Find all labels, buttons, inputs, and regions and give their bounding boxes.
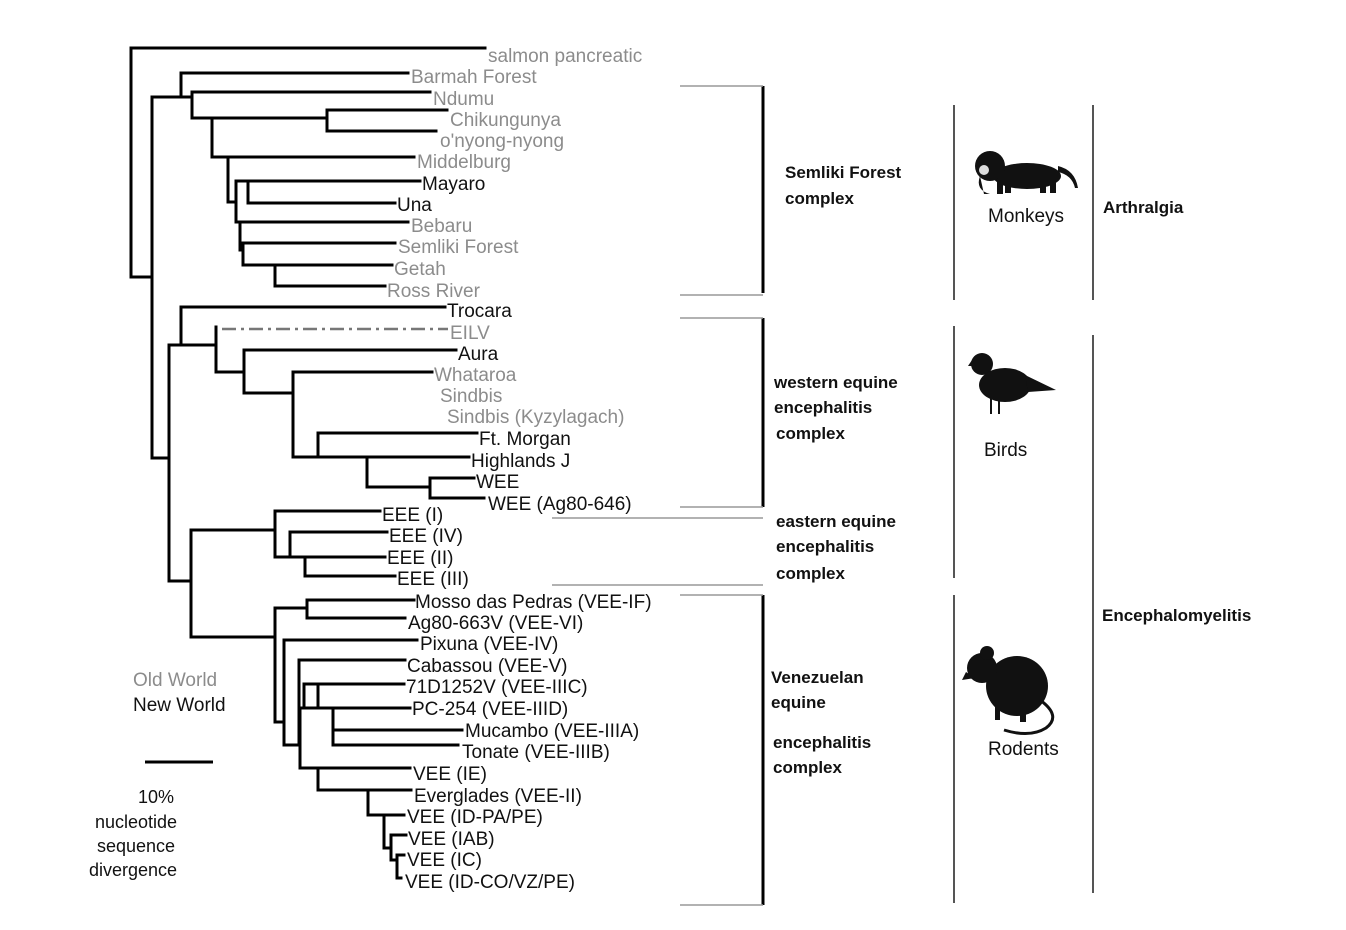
- taxon-label: Sindbis (Kyzylagach): [447, 407, 624, 428]
- taxon-label: VEE (ID-CO/VZ/PE): [405, 872, 575, 893]
- taxon-label: Mosso das Pedras (VEE-IF): [415, 592, 652, 613]
- legend-old-world: Old World: [133, 670, 217, 691]
- taxon-label: o'nyong-nyong: [440, 131, 564, 152]
- taxon-label: Bebaru: [411, 216, 472, 237]
- taxon-label: EILV: [450, 323, 490, 344]
- complex-label-vee: encephalitis: [773, 733, 871, 752]
- monkey-icon: [975, 151, 1078, 194]
- complex-label-eee: complex: [776, 564, 846, 583]
- taxon-label: Pixuna (VEE-IV): [420, 634, 558, 655]
- host-label-rodents: Rodents: [988, 739, 1059, 760]
- taxon-label: Mayaro: [422, 174, 485, 195]
- complex-label-eee: encephalitis: [776, 537, 874, 556]
- taxon-label: EEE (III): [397, 569, 469, 590]
- taxon-label: Ndumu: [433, 89, 494, 110]
- disease-label-arthralgia: Arthralgia: [1103, 198, 1184, 217]
- complex-label-vee: Venezuelan: [771, 668, 864, 687]
- complex-label-vee: equine: [771, 693, 826, 712]
- taxon-label: VEE (IC): [407, 850, 482, 871]
- taxon-label: WEE: [476, 472, 519, 493]
- taxon-label: WEE (Ag80-646): [488, 494, 632, 515]
- taxon-label: Sindbis: [440, 386, 502, 407]
- taxon-label: Barmah Forest: [411, 67, 537, 88]
- taxon-label: EEE (II): [387, 548, 454, 569]
- taxon-label: VEE (IAB): [408, 829, 495, 850]
- taxon-label: Ross River: [387, 281, 481, 302]
- scale-bar-label: nucleotide: [95, 812, 177, 832]
- complex-label-vee: complex: [773, 758, 843, 777]
- taxon-label: Chikungunya: [450, 110, 561, 131]
- complex-brackets: [552, 85, 765, 906]
- taxon-label: Everglades (VEE-II): [414, 786, 582, 807]
- disease-label-encephalomyelitis: Encephalomyelitis: [1102, 606, 1251, 625]
- taxon-label: VEE (IE): [413, 764, 487, 785]
- taxon-label: EEE (IV): [389, 526, 463, 547]
- complex-label-semliki: Semliki Forest: [785, 163, 902, 182]
- complex-label-wee: western equine: [773, 373, 898, 392]
- complex-label-wee: complex: [776, 424, 846, 443]
- taxon-label: Mucambo (VEE-IIIA): [465, 721, 639, 742]
- taxon-label: Middelburg: [417, 152, 511, 173]
- scale-bar-label: divergence: [89, 860, 177, 880]
- taxon-label: Ag80-663V (VEE-VI): [408, 613, 583, 634]
- host-dividers: [953, 105, 1094, 903]
- scale-bar-label: 10%: [138, 787, 174, 807]
- taxon-label: Semliki Forest: [398, 237, 519, 258]
- taxon-label: 71D1252V (VEE-IIIC): [406, 677, 588, 698]
- complex-label-semliki: complex: [785, 189, 855, 208]
- taxon-label: PC-254 (VEE-IIID): [412, 699, 568, 720]
- scale-bar-label: sequence: [97, 836, 175, 856]
- taxon-label: EEE (I): [382, 505, 443, 526]
- taxon-label: salmon pancreatic: [488, 46, 642, 67]
- taxon-label: Aura: [458, 344, 499, 365]
- legend: Old World New World 10% nucleotide seque…: [89, 670, 226, 880]
- bird-icon: [968, 353, 1056, 414]
- taxon-label: Highlands J: [471, 451, 570, 472]
- rodent-icon: [962, 646, 1055, 735]
- tree-branches: [129, 46, 487, 880]
- host-label-birds: Birds: [984, 440, 1027, 461]
- taxon-label: Getah: [394, 259, 446, 280]
- host-label-monkeys: Monkeys: [988, 206, 1064, 227]
- complex-label-wee: encephalitis: [774, 398, 872, 417]
- taxon-label: Cabassou (VEE-V): [407, 656, 568, 677]
- taxon-label: VEE (ID-PA/PE): [407, 807, 543, 828]
- taxon-label: Trocara: [447, 301, 512, 322]
- taxon-label: Ft. Morgan: [479, 429, 571, 450]
- taxon-label: Una: [397, 195, 432, 216]
- complex-labels: Semliki Forest complex western equine en…: [771, 163, 902, 777]
- legend-new-world: New World: [133, 695, 226, 716]
- taxon-label: Tonate (VEE-IIIB): [462, 742, 610, 763]
- taxon-labels: salmon pancreatic Barmah Forest Ndumu Ch…: [382, 46, 652, 893]
- complex-label-eee: eastern equine: [776, 512, 896, 531]
- taxon-label: Whataroa: [434, 365, 517, 386]
